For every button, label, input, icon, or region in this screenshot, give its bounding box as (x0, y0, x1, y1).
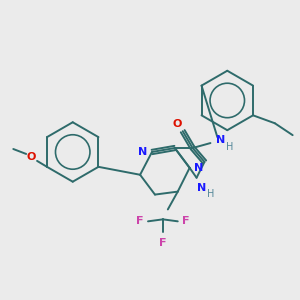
Text: H: H (226, 142, 233, 152)
Text: F: F (159, 238, 166, 248)
Text: O: O (26, 152, 36, 162)
Text: H: H (207, 189, 214, 199)
Text: N: N (194, 163, 203, 173)
Text: O: O (172, 119, 182, 129)
Text: F: F (136, 216, 144, 226)
Text: N: N (138, 147, 148, 157)
Text: F: F (182, 216, 189, 226)
Text: N: N (216, 135, 225, 145)
Text: N: N (197, 183, 206, 193)
